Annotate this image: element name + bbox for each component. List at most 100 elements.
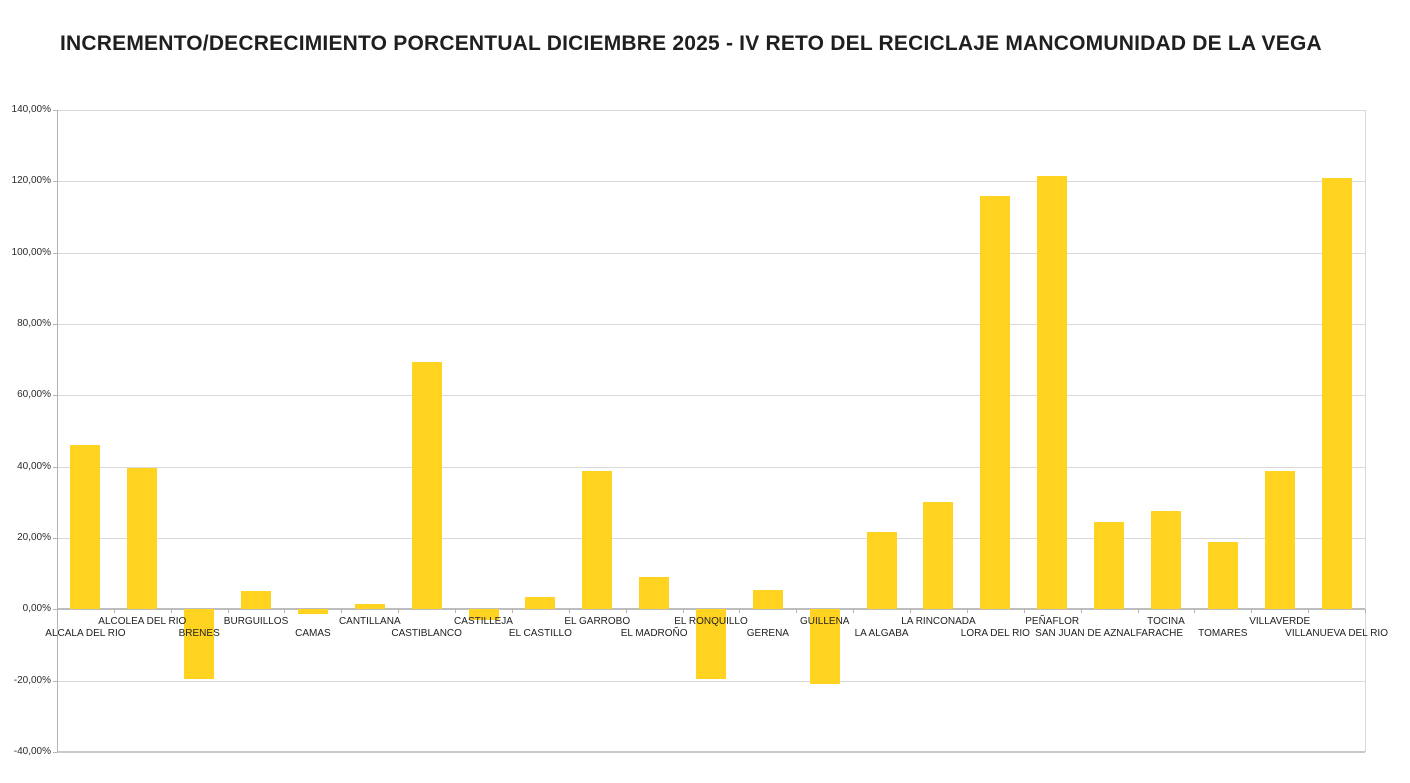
x-axis-tick xyxy=(511,609,513,614)
y-axis-tick xyxy=(53,680,57,682)
bar-el-castillo xyxy=(525,596,556,610)
bar-el-madroño xyxy=(639,577,670,610)
gridline-40 xyxy=(57,466,1365,468)
y-axis-label: -40,00% xyxy=(13,746,51,757)
y-axis-label: 80,00% xyxy=(17,318,51,329)
x-axis-tick xyxy=(170,609,172,614)
x-category-label-alcala-del-rio: ALCALA DEL RIO xyxy=(45,628,126,639)
x-axis-tick xyxy=(796,609,798,614)
x-axis-tick xyxy=(739,609,741,614)
y-axis-tick xyxy=(53,110,57,111)
y-axis-tick xyxy=(53,466,57,468)
x-axis-tick xyxy=(853,609,855,614)
x-category-label-el-madroño: EL MADROÑO xyxy=(620,628,688,639)
x-category-label-camas: CAMAS xyxy=(295,628,331,639)
bar-brenes xyxy=(184,609,215,679)
bar-tocina xyxy=(1150,511,1181,610)
bar-san-juan-de-aznalfarache xyxy=(1094,522,1125,610)
y-axis-label: -20,00% xyxy=(13,674,51,686)
bar-castilleja xyxy=(468,609,499,620)
x-category-label-cantillana: CANTILLANA xyxy=(338,616,401,627)
x-axis-tick xyxy=(1365,609,1366,614)
x-axis-tick xyxy=(341,609,343,614)
y-axis-label: 100,00% xyxy=(11,246,51,258)
y-axis-tick xyxy=(53,324,57,325)
bar-villaverde xyxy=(1264,471,1295,610)
x-category-label-brenes: BRENES xyxy=(178,628,220,639)
bar-castiblanco xyxy=(411,361,442,610)
plot-right-border xyxy=(1365,110,1366,752)
y-axis-tick xyxy=(53,538,57,539)
x-category-label-villaverde: VILLAVERDE xyxy=(1249,616,1311,627)
x-axis-tick xyxy=(625,609,627,614)
y-axis-label: 0,00% xyxy=(22,603,51,615)
x-category-label-la-algaba: LA ALGABA xyxy=(854,628,909,639)
bar-camas xyxy=(297,609,328,614)
chart-title: INCREMENTO/DECRECIMIENTO PORCENTUAL DICI… xyxy=(60,32,1322,55)
x-category-label-peñaflor: PEÑAFLOR xyxy=(1025,616,1080,627)
x-category-label-gerena: GERENA xyxy=(746,628,789,639)
x-axis-tick xyxy=(568,609,570,614)
x-axis-tick xyxy=(1137,609,1139,614)
x-axis-tick xyxy=(1251,609,1253,614)
x-axis-tick xyxy=(966,609,968,614)
bar-el-garrobo xyxy=(582,470,613,610)
gridline-60 xyxy=(57,395,1365,397)
bar-alcolea-del-rio xyxy=(127,467,158,610)
x-category-label-lora-del-rio: LORA DEL RIO xyxy=(960,628,1030,639)
x-axis-tick xyxy=(682,609,684,614)
bar-burguillos xyxy=(241,590,272,610)
x-axis-tick xyxy=(227,609,229,614)
gridline-120 xyxy=(57,181,1365,183)
x-axis-tick xyxy=(455,609,457,614)
x-category-label-san-juan-de-aznalfarache: SAN JUAN DE AZNALFARACHE xyxy=(1035,628,1183,639)
x-axis-tick xyxy=(910,609,912,614)
y-axis-tick xyxy=(53,609,57,611)
x-category-label-castilleja: CASTILLEJA xyxy=(454,616,513,627)
y-axis-tick xyxy=(53,752,57,753)
y-axis-tick xyxy=(53,252,57,254)
y-axis-tick xyxy=(53,395,57,397)
x-category-label-burguillos: BURGUILLOS xyxy=(223,616,289,627)
gridline--20 xyxy=(57,680,1365,682)
y-axis-label: 140,00% xyxy=(11,104,51,115)
bar-tomares xyxy=(1207,542,1238,610)
x-axis-tick xyxy=(398,609,400,614)
x-category-label-castiblanco: CASTIBLANCO xyxy=(391,628,462,639)
bar-gerena xyxy=(752,590,783,610)
y-axis-label: 60,00% xyxy=(17,389,51,401)
bar-el-ronquillo xyxy=(696,609,726,679)
bar-peñaflor xyxy=(1037,175,1068,610)
x-category-label-el-ronquillo: EL RONQUILLO xyxy=(674,616,748,627)
x-axis-tick xyxy=(284,609,286,614)
x-category-label-guillena: GUILLENA xyxy=(800,616,850,627)
gridline-80 xyxy=(57,324,1365,325)
y-axis-line xyxy=(57,110,58,752)
bar-cantillana xyxy=(354,604,385,610)
bar-villanueva-del-rio xyxy=(1321,178,1352,610)
x-category-label-la-rinconada: LA RINCONADA xyxy=(901,616,976,627)
x-axis-tick xyxy=(113,609,115,614)
gridline-140 xyxy=(57,110,1365,111)
x-category-label-tocina: TOCINA xyxy=(1147,616,1185,627)
x-category-label-el-castillo: EL CASTILLO xyxy=(508,628,572,639)
y-axis-label: 40,00% xyxy=(17,460,51,472)
y-axis-tick xyxy=(53,181,57,183)
y-axis-label: 120,00% xyxy=(11,175,51,187)
x-axis-tick xyxy=(1308,609,1310,614)
gridline--40 xyxy=(57,751,1365,753)
y-axis-label: 20,00% xyxy=(17,532,51,543)
x-axis-tick xyxy=(1023,609,1025,614)
gridline-100 xyxy=(57,252,1365,254)
x-category-label-tomares: TOMARES xyxy=(1198,628,1248,639)
bar-la-algaba xyxy=(866,532,897,610)
x-axis-tick xyxy=(1080,609,1082,614)
x-category-label-alcolea-del-rio: ALCOLEA DEL RIO xyxy=(98,616,187,627)
bar-lora-del-rio xyxy=(980,195,1011,610)
bar-la-rinconada xyxy=(923,502,954,610)
bar-guillena xyxy=(809,609,840,685)
x-axis-tick xyxy=(1194,609,1196,614)
gridline-20 xyxy=(57,538,1365,539)
